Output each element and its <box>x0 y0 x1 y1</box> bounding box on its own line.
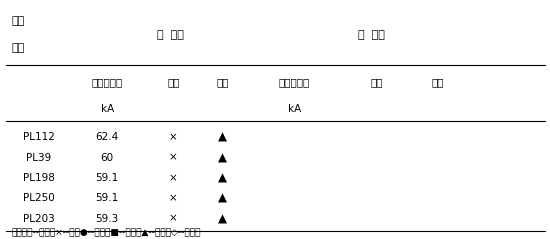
Text: ×: × <box>169 193 178 203</box>
Text: ▲: ▲ <box>218 192 227 205</box>
Text: kA: kA <box>101 104 114 114</box>
Text: PL250: PL250 <box>23 193 54 203</box>
Text: ×: × <box>169 132 178 142</box>
Text: 59.3: 59.3 <box>96 214 119 224</box>
Text: PL203: PL203 <box>23 214 54 224</box>
Text: 试品: 试品 <box>11 16 24 27</box>
Text: ▲: ▲ <box>218 131 227 144</box>
Text: PL39: PL39 <box>26 153 51 163</box>
Text: 59.1: 59.1 <box>96 173 119 183</box>
Text: ×: × <box>169 153 178 163</box>
Text: 现象: 现象 <box>217 77 229 87</box>
Text: PL112: PL112 <box>23 132 54 142</box>
Text: 60: 60 <box>101 153 114 163</box>
Text: 大电流幅値: 大电流幅値 <box>279 77 310 87</box>
Text: 备注：／--通过；×--否；●--炸裂；■--裂纹；▲--闪络；◇--穿孔。: 备注：／--通过；×--否；●--炸裂；■--裂纹；▲--闪络；◇--穿孔。 <box>11 229 201 238</box>
Text: ▲: ▲ <box>218 172 227 185</box>
Text: 通过: 通过 <box>167 77 179 87</box>
Text: ×: × <box>169 214 178 224</box>
Text: ×: × <box>169 173 178 183</box>
Text: 第  一次: 第 一次 <box>157 30 184 40</box>
Text: kA: kA <box>288 104 301 114</box>
Text: 现象: 现象 <box>431 77 443 87</box>
Text: 编号: 编号 <box>11 43 24 53</box>
Text: ▲: ▲ <box>218 151 227 164</box>
Text: 62.4: 62.4 <box>96 132 119 142</box>
Text: 大电流幅値: 大电流幅値 <box>92 77 123 87</box>
Text: ▲: ▲ <box>218 212 227 225</box>
Text: 第  二次: 第 二次 <box>358 30 384 40</box>
Text: 59.1: 59.1 <box>96 193 119 203</box>
Text: 通过: 通过 <box>371 77 383 87</box>
Text: PL198: PL198 <box>23 173 54 183</box>
